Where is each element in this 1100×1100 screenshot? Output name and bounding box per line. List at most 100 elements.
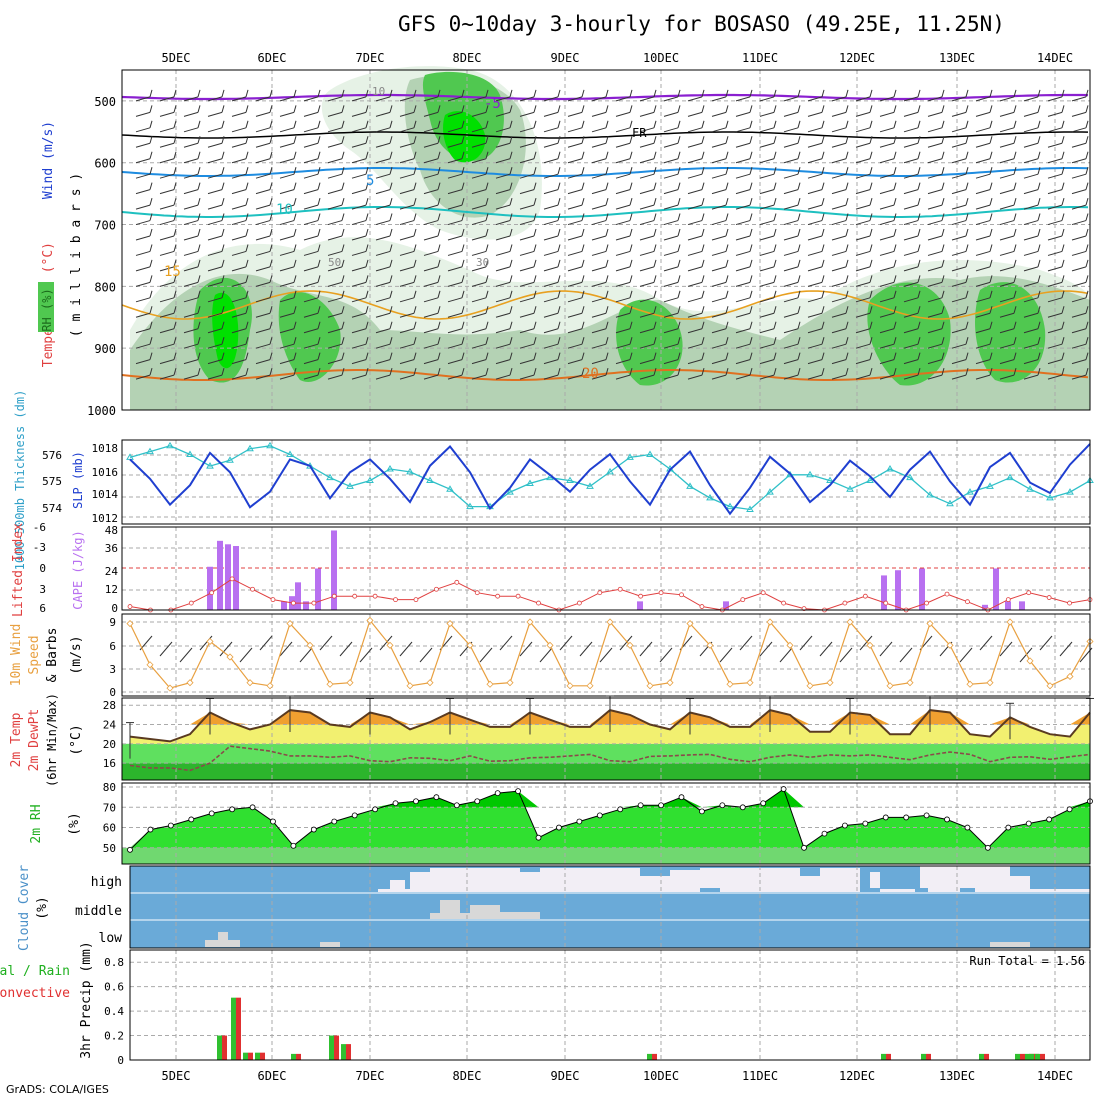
wind-barb [399, 321, 417, 334]
cloud-high-block [520, 872, 540, 892]
wind-barb [207, 290, 225, 303]
wind-barb [615, 259, 633, 272]
wind-barb [591, 290, 609, 303]
wind-barb [231, 182, 249, 195]
wind-barb [375, 136, 393, 148]
thickness-point [446, 485, 454, 492]
wind-barb [135, 89, 153, 102]
wind-barb [807, 89, 825, 102]
rh2m-point [719, 802, 726, 809]
wind-barb [447, 367, 465, 380]
wind-barb [615, 151, 633, 164]
thickness-point [886, 464, 894, 472]
wind-barb [375, 197, 393, 210]
wind-barb [999, 136, 1017, 148]
wind-barb [855, 89, 873, 102]
wind10m-tick: 0 [109, 686, 116, 699]
wind-barb [375, 120, 393, 133]
wind-barb [303, 290, 321, 303]
wind-barb [567, 244, 585, 256]
wind-barb [903, 105, 921, 117]
wind-barb [423, 228, 441, 241]
wind10m-barb [879, 641, 893, 657]
wind-barb [375, 259, 393, 272]
wind-barb [1071, 182, 1089, 195]
thickness-point [606, 467, 614, 475]
wind-barb [399, 151, 417, 164]
wind-barb [303, 259, 321, 272]
wind-barb [1047, 259, 1065, 272]
wind-barb [303, 151, 321, 164]
wind-barb [999, 182, 1017, 195]
wind-barb [687, 105, 705, 117]
wind-barb [207, 244, 225, 256]
slp-tick: 1012 [92, 512, 119, 525]
wind10m-point [466, 641, 474, 649]
wind-barb [327, 197, 345, 210]
wind-barb [927, 197, 945, 210]
wind-barb [879, 321, 897, 334]
wind-barb [855, 182, 873, 195]
wind-barb [519, 151, 537, 164]
wind-barb [783, 151, 801, 164]
wind-barb [327, 120, 345, 133]
wind-barb [591, 89, 609, 102]
wind-barb [255, 197, 273, 210]
wind-barb [687, 167, 705, 179]
wind-barb [735, 367, 753, 380]
wind-barb [351, 105, 369, 117]
wind-barb [423, 151, 441, 164]
wind-barb [831, 337, 849, 349]
wind-barb [855, 228, 873, 241]
isotherm-minus5 [121, 93, 1089, 101]
wind-barb [639, 105, 657, 117]
rh2m-point [903, 814, 910, 821]
wind-barb [1071, 228, 1089, 241]
pressure-tick: 700 [94, 219, 116, 233]
wind-barb [735, 275, 753, 287]
rh2m-point [780, 786, 787, 792]
li-tick: 6 [39, 602, 46, 615]
wind-barb [855, 259, 873, 272]
lifted-index-point [1026, 590, 1032, 596]
wind-barb [327, 337, 345, 349]
wind-barb [255, 182, 273, 195]
wind-barb [519, 367, 537, 380]
rh2m-tick: 80 [103, 781, 116, 794]
precip-bar-total [341, 1044, 346, 1060]
cloud-high-block [670, 870, 700, 892]
cloud-high-block [1010, 876, 1030, 892]
wind-barb [351, 197, 369, 210]
li-tick: 0 [39, 562, 46, 575]
wind-barb [975, 167, 993, 179]
isotherms [121, 93, 1089, 381]
wind-barb [135, 182, 153, 195]
wind-barb [399, 167, 417, 179]
wind-barb [855, 136, 873, 148]
wind-barb [1071, 275, 1089, 287]
wind-barb [759, 136, 777, 148]
wind-barb [591, 167, 609, 179]
wind-barb [255, 151, 273, 164]
wind-barb [471, 197, 489, 210]
thickness-tick: 576 [42, 449, 62, 462]
wind-barb [447, 275, 465, 287]
wind-barb [903, 306, 921, 318]
wind-barb [831, 213, 849, 226]
precip-tick: 0.4 [104, 1005, 124, 1018]
wind10m-point [686, 619, 694, 628]
wind-barb [807, 352, 825, 365]
wind-barb [831, 89, 849, 102]
temp-tick: 16 [103, 757, 116, 770]
wind-barb [999, 89, 1017, 102]
wind-barb [375, 213, 393, 226]
cloud-high-block [640, 876, 670, 892]
wind10m-barb [1019, 647, 1033, 663]
thickness-point [926, 491, 934, 498]
wind10m-barb [519, 641, 533, 657]
wind-barb [279, 182, 297, 195]
li-tick: -3 [33, 541, 46, 554]
wind-barb [399, 337, 417, 349]
